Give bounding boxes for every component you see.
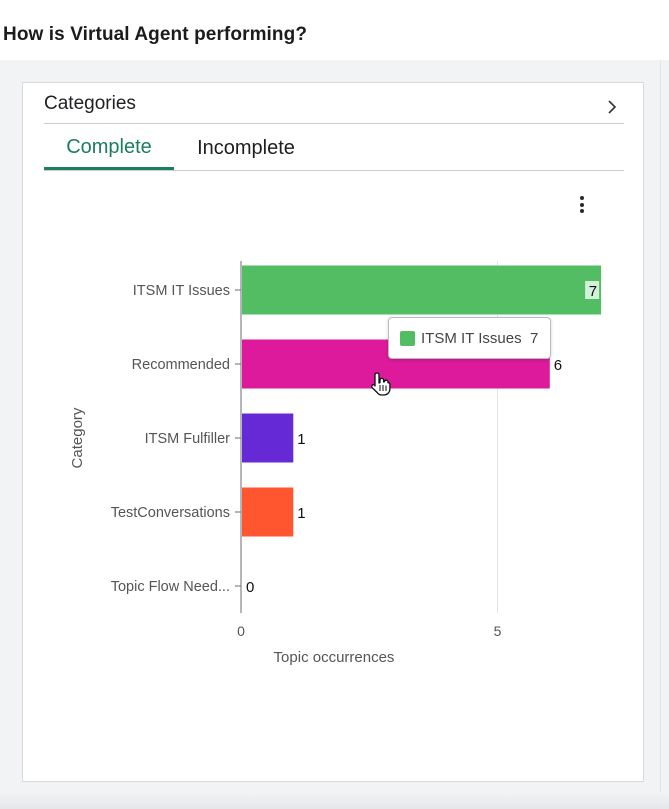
bar (242, 265, 602, 315)
page-title: How is Virtual Agent performing? (3, 24, 308, 45)
more-options-icon[interactable] (576, 196, 588, 220)
y-tick-label: ITSM Fulfiller (145, 431, 231, 447)
page-footer-shade (0, 792, 669, 809)
tab-complete[interactable]: Complete (44, 127, 174, 170)
y-tick-label: TestConversations (111, 505, 230, 521)
data-label: 6 (554, 357, 562, 374)
card-title: Categories (44, 93, 136, 114)
data-label: 1 (297, 505, 305, 522)
data-label: 7 (589, 283, 597, 300)
y-tick-label: Recommended (132, 357, 230, 373)
data-label-bg (585, 281, 600, 299)
tab-bar: Complete Incomplete (44, 127, 624, 171)
data-label: 0 (246, 579, 254, 596)
tooltip-swatch (400, 331, 415, 346)
chart-tooltip: ITSM IT Issues 7 (388, 317, 551, 359)
bar (242, 413, 294, 463)
x-tick-label: 5 (494, 623, 502, 639)
card-header[interactable]: Categories (44, 91, 624, 124)
y-tick-label: Topic Flow Need... (111, 579, 230, 595)
x-axis-title: Topic occurrences (274, 649, 395, 666)
chevron-right-icon[interactable] (604, 99, 620, 115)
tab-incomplete[interactable]: Incomplete (197, 137, 295, 159)
y-axis-title: Category (69, 407, 86, 468)
tooltip-label: ITSM IT Issues (421, 330, 522, 347)
hand-pointer-icon (371, 372, 391, 396)
adjacent-card-edge (660, 60, 669, 809)
bar (242, 487, 294, 537)
x-tick-label: 0 (237, 623, 245, 639)
y-tick-label: ITSM IT Issues (133, 283, 230, 299)
data-label: 1 (297, 431, 305, 448)
categories-card: Categories Complete Incomplete 0 5 ITSM IT… (22, 82, 644, 782)
tooltip-value: 7 (530, 330, 539, 347)
bar-chart: 0 5 ITSM IT Issues 7 Recommended 6 ITSM Fulfil… (69, 261, 602, 666)
